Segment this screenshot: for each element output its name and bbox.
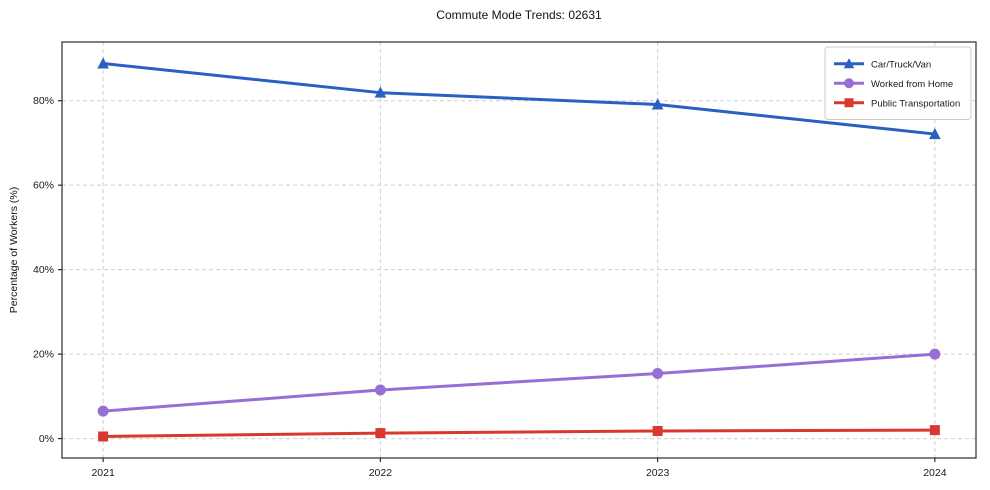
legend-label: Worked from Home <box>871 79 953 90</box>
tick-marks <box>58 100 936 462</box>
series-worked-from-home <box>97 348 941 417</box>
plot-border <box>61 41 977 459</box>
legend-item: Car/Truck/Van <box>834 58 931 70</box>
x-tick-label: 2023 <box>646 467 670 479</box>
series-public-transportation <box>98 425 940 442</box>
chart-title: Commute Mode Trends: 02631 <box>436 8 602 22</box>
y-tick-label: 80% <box>33 95 54 107</box>
y-tick-label: 60% <box>33 180 54 192</box>
x-tick-label: 2024 <box>923 467 947 479</box>
series-car-truck-van <box>97 57 941 140</box>
legend-label: Public Transportation <box>871 98 960 109</box>
legend-item: Worked from Home <box>834 78 953 90</box>
legend-item: Public Transportation <box>834 98 960 109</box>
y-tick-label: 20% <box>33 349 54 361</box>
y-tick-label: 0% <box>39 433 54 445</box>
x-tick-label: 2022 <box>369 467 393 479</box>
legend: Car/Truck/Van Worked from Home Public Tran… <box>824 46 972 120</box>
legend-label: Car/Truck/Van <box>871 59 931 70</box>
tick-labels: 0% 20% 40% 60% 80% 2021 2022 2023 2024 <box>33 95 947 479</box>
x-tick-label: 2021 <box>91 467 115 479</box>
y-axis-label: Percentage of Workers (%) <box>8 186 20 314</box>
y-tick-label: 40% <box>33 264 54 276</box>
